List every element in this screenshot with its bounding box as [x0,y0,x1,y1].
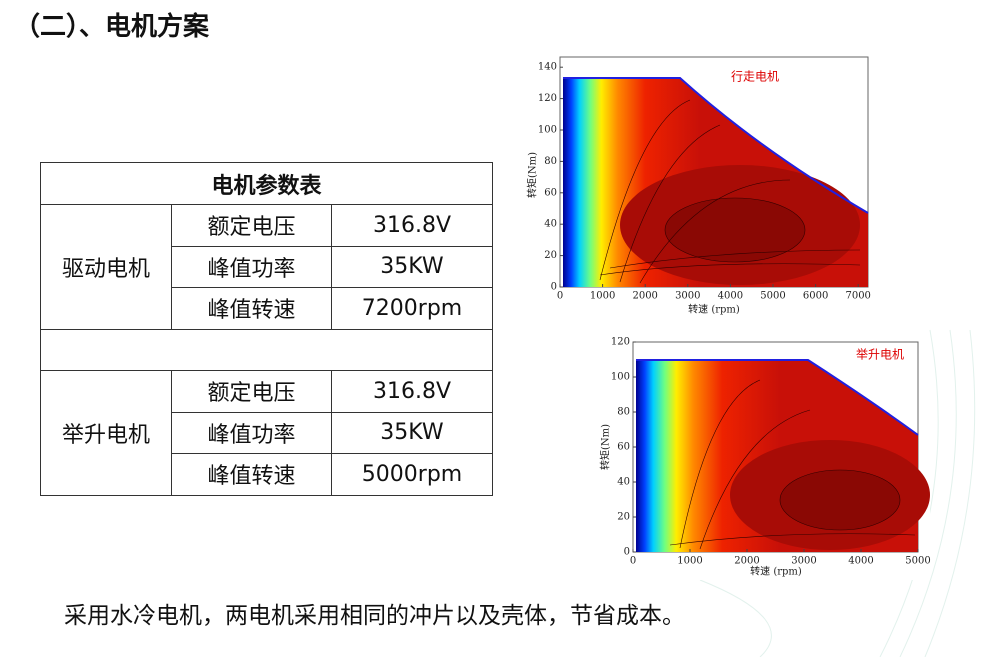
x-tick-label: 1000 [677,556,702,567]
x-tick-label: 3000 [675,291,700,302]
x-tick-label: 5000 [905,556,930,567]
x-tick-label: 4000 [848,556,873,567]
param-name: 峰值功率 [171,411,332,454]
footer-text: 采用水冷电机，两电机采用相同的冲片以及壳体，节省成本。 [64,603,685,629]
envelope-line [563,77,869,214]
y-tick-label: 80 [544,156,557,167]
y-tick-label: 0 [551,282,557,293]
y-tick-label: 100 [611,372,630,383]
param-name: 峰值转速 [171,453,332,496]
param-name: 额定电压 [171,204,332,247]
y-tick-label: 20 [544,250,557,261]
y-axis-label: 转矩(Nm) [599,424,612,470]
slide-title: （二）、电机方案 [14,12,210,42]
param-name: 额定电压 [171,370,332,413]
param-name: 峰值转速 [171,287,332,330]
contour-lines [599,99,861,284]
param-name: 峰值功率 [171,245,332,288]
param-value: 35KW [331,411,493,454]
y-tick-label: 40 [617,477,630,488]
y-tick-label: 60 [617,442,630,453]
figure-label: 举升电机 [856,348,904,362]
x-axis-label: 转速 (rpm) [688,303,740,316]
param-value: 5000rpm [331,453,493,496]
param-value: 35KW [331,245,493,288]
spacer-row [40,328,493,371]
y-tick-label: 120 [538,93,557,104]
contour-region [664,197,806,263]
y-tick-label: 140 [538,62,557,73]
x-tick-label: 4000 [718,291,743,302]
param-value: 316.8V [331,204,493,247]
parameter-table: 电机参数表 驱动电机 额定电压 316.8V 峰值功率 35KW 峰值转速 7200r… [40,162,493,496]
x-tick-label: 3000 [791,556,816,567]
group-name: 驱动电机 [40,204,172,330]
figure-label: 行走电机 [731,70,779,84]
y-tick-label: 0 [624,547,630,558]
x-tick-label: 2000 [734,556,759,567]
y-tick-label: 100 [538,125,557,136]
y-axis-label: 转矩(Nm) [526,152,539,198]
contour-region [779,469,901,531]
y-tick-label: 20 [617,512,630,523]
y-tick-label: 40 [544,219,557,230]
contour-lines [669,379,916,550]
envelope-line [636,359,919,436]
x-tick-label: 7000 [845,291,870,302]
y-tick-label: 60 [544,187,557,198]
param-value: 7200rpm [331,287,493,330]
x-tick-label: 6000 [803,291,828,302]
axis-ticks: 0 1000 2000 3000 4000 5000 6000 7000 0 20 40 60 80 10… [538,62,871,302]
x-tick-label: 2000 [632,291,657,302]
x-axis-label: 转速 (rpm) [750,565,802,578]
x-tick-label: 5000 [760,291,785,302]
table-caption: 电机参数表 [40,162,493,205]
group-name: 举升电机 [40,370,172,496]
x-tick-label: 1000 [590,291,615,302]
y-tick-label: 120 [611,337,630,348]
decoration [699,329,976,657]
x-tick-label: 0 [557,291,563,302]
x-tick-label: 0 [630,556,636,567]
axis-ticks: 0 1000 2000 3000 4000 5000 0 20 40 60 80 100 120 [611,337,931,567]
y-tick-label: 80 [617,407,630,418]
param-value: 316.8V [331,370,493,413]
